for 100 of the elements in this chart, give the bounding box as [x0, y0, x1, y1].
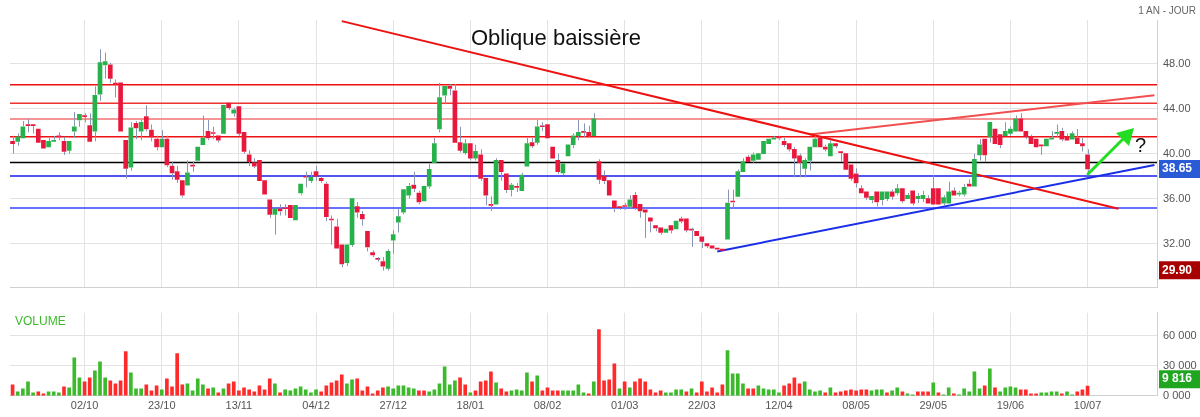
- candlestick: [591, 112, 597, 137]
- bar: [879, 389, 884, 396]
- candlestick: [143, 104, 149, 132]
- candlestick: [504, 173, 509, 194]
- candlestick: [437, 82, 442, 133]
- candlestick: [699, 236, 705, 249]
- bar: [988, 368, 992, 396]
- candlestick: [555, 153, 561, 175]
- y-tick-label: 40.00: [1163, 146, 1191, 159]
- candlestick: [185, 159, 190, 186]
- x-tick-label: 10/07: [1073, 399, 1102, 412]
- candlestick: [221, 105, 226, 134]
- x-tick-label: 19/06: [996, 399, 1025, 412]
- candlestick: [375, 256, 381, 263]
- candlestick: [694, 230, 699, 237]
- x-tick-label: 04/12: [302, 399, 330, 412]
- bar: [159, 389, 164, 396]
- bar: [535, 375, 540, 396]
- candlestick: [10, 135, 15, 155]
- candlestick: [287, 205, 293, 219]
- candlestick: [977, 138, 982, 161]
- candlestick: [627, 194, 633, 210]
- candlestick: [951, 186, 957, 196]
- candlestick: [879, 191, 885, 206]
- chart-subtitle: 1 AN - JOUR: [1138, 4, 1196, 16]
- candlestick: [982, 138, 988, 163]
- bar: [36, 391, 41, 396]
- bar: [1054, 391, 1059, 396]
- bar: [144, 384, 149, 396]
- candlestick: [154, 135, 159, 151]
- candlestick: [462, 138, 468, 156]
- candlestick: [272, 208, 278, 236]
- candlestick: [179, 180, 185, 199]
- candlestick: [972, 153, 977, 187]
- x-tick-label: 22/03: [688, 399, 716, 412]
- candlestick: [869, 196, 874, 204]
- candlestick: [30, 124, 36, 134]
- bar: [123, 351, 128, 396]
- candlestick: [195, 146, 201, 161]
- chart-title: VOLUME: [15, 313, 66, 328]
- candlestick: [159, 129, 165, 148]
- bar: [211, 387, 215, 396]
- x-tick-label: 18/01: [456, 399, 485, 412]
- bar: [931, 382, 936, 396]
- candlestick: [390, 229, 396, 255]
- bar: [206, 388, 210, 396]
- candlestick: [828, 139, 833, 157]
- candlestick: [324, 181, 329, 222]
- x-tick-label: 29/05: [919, 399, 948, 412]
- candlestick: [365, 230, 370, 252]
- bar: [627, 387, 632, 396]
- bar: [982, 385, 987, 396]
- y-tick-label: 30 000: [1163, 358, 1197, 371]
- candlestick: [293, 205, 298, 221]
- x-tick-label: 12/04: [765, 399, 793, 412]
- y-tick-label: 0 000: [1163, 388, 1191, 401]
- y-tick-label: 44.00: [1163, 101, 1191, 114]
- bar: [339, 374, 344, 396]
- bar: [591, 381, 596, 396]
- x-tick-label: 08/02: [533, 399, 562, 412]
- candlestick: [509, 182, 514, 197]
- y-tick-label: 60 000: [1163, 328, 1197, 341]
- x-tick-label: 27/12: [379, 399, 407, 412]
- bar: [494, 382, 498, 396]
- candlestick: [663, 228, 669, 233]
- candlestick: [303, 171, 309, 188]
- y-tick-label: 48.00: [1163, 56, 1191, 69]
- bar: [1060, 393, 1064, 396]
- bar: [993, 387, 997, 396]
- x-tick-label: 13/11: [225, 399, 253, 412]
- candlestick: [606, 180, 612, 196]
- candlestick: [432, 137, 437, 164]
- bar: [1075, 391, 1080, 396]
- candlestick: [396, 208, 401, 233]
- x-tick-label: 02/10: [70, 399, 99, 412]
- candlestick: [900, 188, 905, 204]
- bar: [62, 386, 66, 396]
- candlestick: [174, 165, 180, 184]
- bar: [952, 393, 956, 396]
- candlestick: [149, 123, 154, 142]
- text: 9 816: [1162, 371, 1193, 386]
- text: 38.65: [1162, 161, 1193, 176]
- candlestick: [874, 191, 880, 208]
- candlestick: [725, 189, 730, 240]
- candlestick: [267, 199, 273, 219]
- bar: [823, 392, 828, 396]
- bar: [885, 392, 889, 396]
- candlestick: [226, 102, 231, 111]
- candlestick: [905, 192, 910, 199]
- bar: [278, 392, 282, 396]
- text: 29.90: [1162, 262, 1193, 277]
- bar: [946, 387, 951, 396]
- candlestick: [514, 182, 519, 193]
- y-tick-label: 32.00: [1163, 236, 1191, 249]
- bar: [1039, 392, 1044, 396]
- candlestick: [123, 139, 129, 179]
- bar: [411, 388, 416, 396]
- bar: [427, 391, 432, 396]
- candlestick: [318, 175, 324, 184]
- bar: [216, 392, 221, 396]
